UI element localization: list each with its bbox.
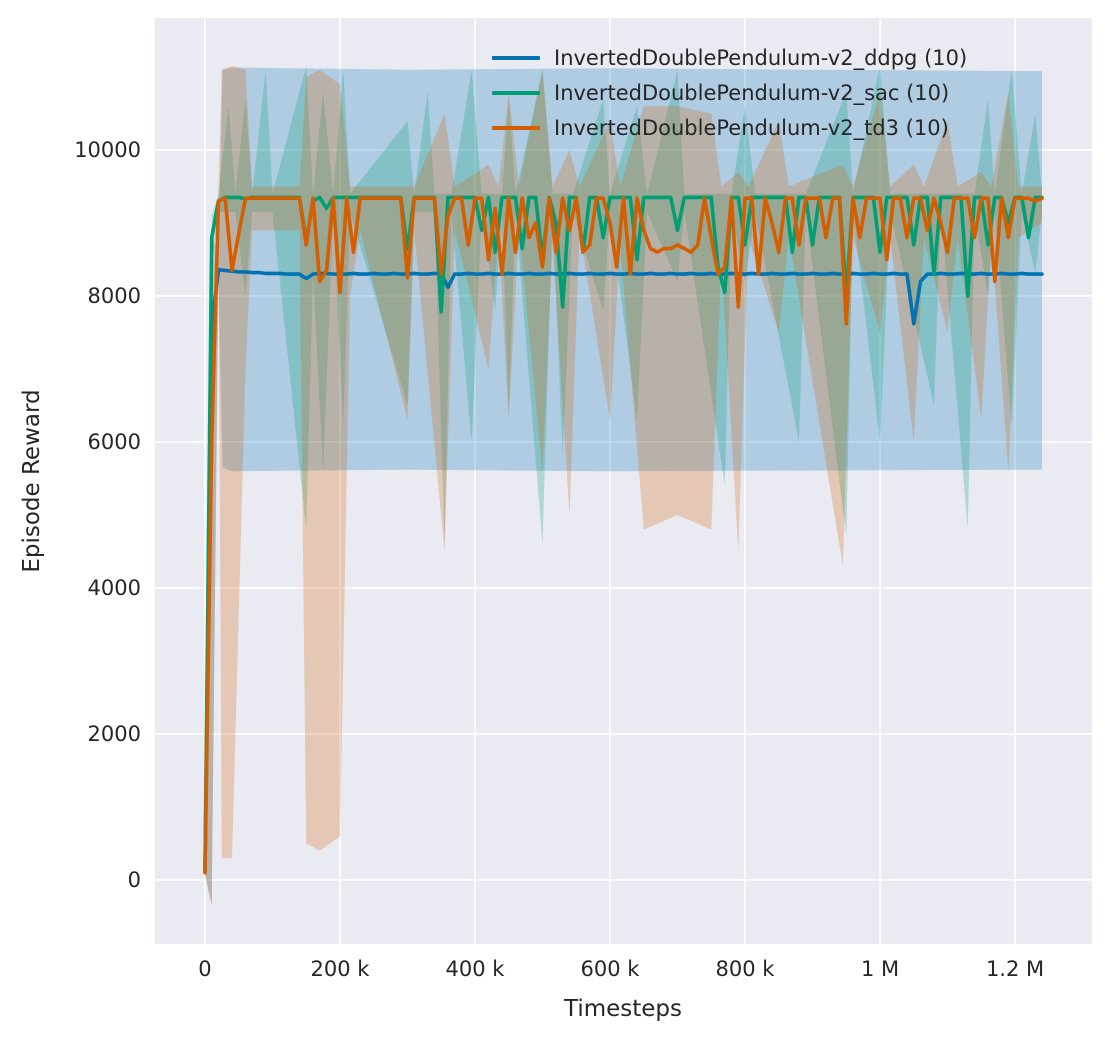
- y-tick-label: 4000: [88, 576, 141, 600]
- x-tick-label: 0: [198, 957, 211, 981]
- y-tick-label: 0: [128, 868, 141, 892]
- legend-label: InvertedDoublePendulum-v2_sac (10): [554, 80, 950, 105]
- y-axis-label: Episode Reward: [19, 389, 45, 573]
- x-axis-label: Timesteps: [563, 996, 683, 1022]
- plot-background: [155, 18, 1092, 944]
- legend: InvertedDoublePendulum-v2_ddpg (10) Inver…: [492, 40, 967, 145]
- legend-label: InvertedDoublePendulum-v2_td3 (10): [554, 115, 949, 140]
- legend-label: InvertedDoublePendulum-v2_ddpg (10): [554, 45, 968, 70]
- series-line-0: [203, 267, 1044, 873]
- x-tick-label: 400 k: [446, 957, 506, 981]
- legend-entry-1: InvertedDoublePendulum-v2_sac (10): [492, 75, 967, 110]
- y-tick-label: 10000: [74, 138, 141, 162]
- legend-line-swatch: [492, 55, 540, 60]
- x-tick-label: 200 k: [311, 957, 371, 981]
- legend-line-swatch: [492, 90, 540, 95]
- x-tick-label: 600 k: [581, 957, 641, 981]
- legend-entry-0: InvertedDoublePendulum-v2_ddpg (10): [492, 40, 967, 75]
- series-band-1: [205, 66, 1042, 873]
- series-line-2: [203, 196, 1044, 875]
- legend-line-swatch: [492, 125, 540, 130]
- series-band-2: [205, 66, 1042, 906]
- legend-entry-2: InvertedDoublePendulum-v2_td3 (10): [492, 110, 967, 145]
- y-tick-label: 8000: [88, 284, 141, 308]
- y-tick-label: 2000: [88, 722, 141, 746]
- x-tick-label: 1 M: [861, 957, 899, 981]
- y-tick-label: 6000: [88, 430, 141, 454]
- series-band-0: [205, 67, 1042, 906]
- x-tick-label: 800 k: [716, 957, 776, 981]
- x-tick-label: 1.2 M: [986, 957, 1044, 981]
